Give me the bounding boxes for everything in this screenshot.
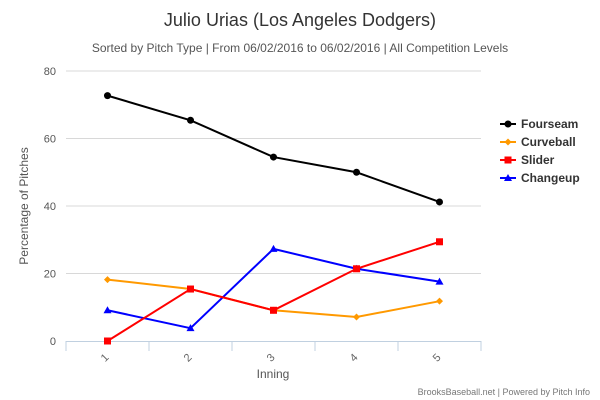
series-line — [107, 94, 440, 203]
data-point — [187, 285, 194, 293]
y-tick-label: 60 — [44, 134, 56, 146]
series-curveball — [104, 276, 443, 321]
series-fourseam — [104, 92, 443, 206]
data-point — [436, 297, 443, 305]
legend-item-changeup[interactable]: Changeup — [500, 171, 580, 185]
legend-marker — [504, 156, 512, 164]
data-point — [104, 276, 111, 284]
data-point — [104, 92, 111, 100]
data-point — [353, 313, 360, 321]
legend-label: Fourseam — [521, 117, 578, 131]
data-point — [104, 337, 111, 345]
series-slider — [104, 238, 443, 345]
chart-subtitle: Sorted by Pitch Type | From 06/02/2016 t… — [92, 41, 508, 55]
y-tick-label: 20 — [44, 269, 56, 281]
data-point — [270, 306, 277, 314]
credits[interactable]: BrooksBaseball.net | Powered by Pitch In… — [418, 387, 590, 397]
data-point — [103, 306, 112, 314]
data-point — [187, 116, 194, 124]
legend-item-curveball[interactable]: Curveball — [500, 135, 576, 149]
data-point — [436, 238, 443, 246]
series-line — [106, 240, 440, 342]
legend-label: Changeup — [521, 171, 580, 185]
series-line — [107, 247, 440, 330]
data-point — [270, 153, 277, 161]
legend-item-fourseam[interactable]: Fourseam — [500, 117, 578, 131]
chart-title: Julio Urias (Los Angeles Dodgers) — [164, 10, 436, 30]
legend-marker — [504, 174, 512, 181]
data-point — [435, 277, 444, 285]
y-tick-label: 40 — [44, 201, 56, 213]
legend-label: Slider — [521, 153, 555, 167]
x-tick-label: 3 — [265, 352, 278, 365]
y-tick-label: 0 — [50, 336, 56, 348]
x-tick-label: 5 — [431, 352, 444, 365]
data-point — [436, 198, 443, 206]
x-tick-label: 2 — [182, 352, 195, 365]
legend-item-slider[interactable]: Slider — [500, 153, 555, 167]
x-tick-label: 4 — [348, 352, 361, 365]
x-axis-label: Inning — [257, 367, 290, 381]
legend-marker — [504, 138, 512, 146]
data-point — [186, 324, 195, 332]
x-tick-label: 1 — [99, 352, 112, 365]
legend-label: Curveball — [521, 135, 576, 149]
data-point — [269, 244, 278, 252]
y-tick-label: 80 — [44, 66, 56, 78]
data-point — [353, 265, 360, 273]
data-point — [353, 168, 360, 176]
y-axis-label: Percentage of Pitches — [17, 147, 31, 264]
legend-marker — [504, 120, 512, 128]
